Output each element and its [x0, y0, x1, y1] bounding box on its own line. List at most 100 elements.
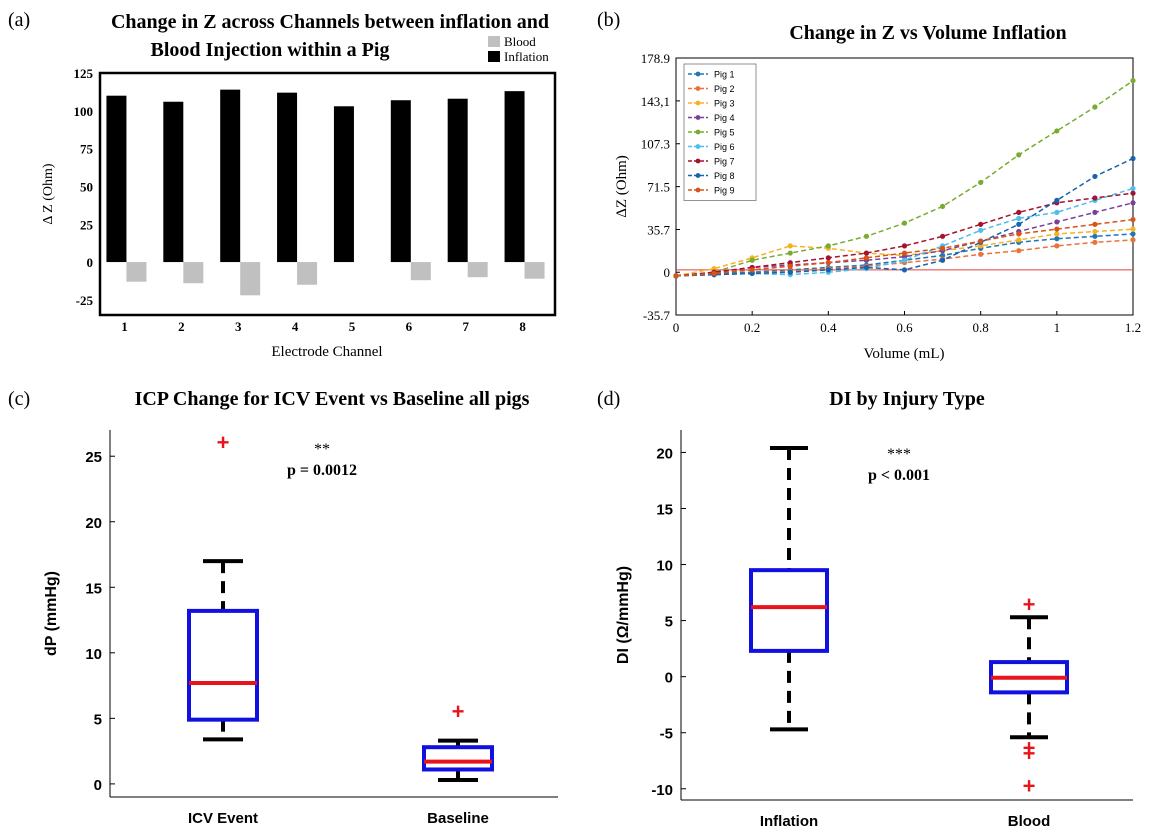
bar-blood — [126, 262, 147, 282]
ytick-label-a: 100 — [74, 104, 94, 119]
data-point — [1092, 233, 1098, 239]
data-point — [749, 267, 755, 273]
ytick-label-b: 143,1 — [641, 94, 670, 109]
ytick-label-c: 0 — [94, 777, 102, 794]
outlier-marker: + — [1023, 592, 1036, 617]
data-point — [1130, 78, 1136, 84]
data-point — [787, 263, 793, 269]
panel-label-d: (d) — [597, 388, 620, 410]
data-point — [711, 266, 717, 272]
ytick-label-d: -5 — [660, 726, 673, 743]
data-point — [1016, 221, 1022, 227]
bar-blood — [240, 262, 261, 296]
data-point — [1092, 209, 1098, 215]
bar-blood — [183, 262, 204, 284]
data-point — [1054, 219, 1060, 225]
legend-label-a-blood: Blood — [504, 34, 536, 49]
data-point — [978, 251, 984, 257]
chart-title-a-line2: Blood Injection within a Pig — [151, 39, 390, 61]
ytick-label-a: 125 — [74, 66, 94, 81]
box-iqr — [749, 568, 829, 653]
data-point — [978, 243, 984, 249]
legend-label-b: Pig 4 — [714, 113, 735, 123]
bar-inflation — [390, 100, 411, 263]
xtick-label-a: 5 — [349, 319, 356, 334]
bar-inflation — [106, 95, 127, 263]
ytick-label-b: 71.5 — [647, 180, 670, 195]
data-point — [1130, 237, 1136, 243]
bar-inflation — [504, 91, 525, 263]
outlier-marker: + — [217, 430, 230, 455]
data-point — [978, 238, 984, 244]
data-point — [901, 243, 908, 249]
data-point — [863, 233, 870, 239]
ytick-label-a: 75 — [80, 142, 94, 157]
legend-label-b: Pig 7 — [714, 157, 735, 167]
legend-label-a-inflation: Inflation — [504, 49, 549, 64]
ytick-label-c: 20 — [85, 515, 102, 532]
bar-inflation — [163, 101, 184, 263]
panel-a: (a) Change in Z across Channels between i… — [8, 9, 557, 360]
ytick-label-d: 20 — [656, 445, 673, 462]
p-value-c: p = 0.0012 — [287, 462, 357, 479]
data-point — [1130, 200, 1136, 206]
chart-title-d: DI by Injury Type — [829, 388, 985, 410]
data-point — [825, 267, 831, 273]
xtick-label-b: 1.2 — [1125, 320, 1141, 335]
xtick-label-a: 3 — [235, 319, 242, 334]
ytick-label-d: -10 — [651, 782, 673, 799]
data-point — [1016, 215, 1022, 221]
data-point — [1054, 226, 1060, 232]
bar-blood — [297, 262, 318, 285]
xlabel-b: Volume (mL) — [864, 346, 945, 362]
data-point — [901, 220, 908, 226]
chart-title-b: Change in Z vs Volume Inflation — [789, 22, 1066, 44]
data-point — [978, 179, 984, 186]
data-point — [939, 233, 946, 239]
xtick-label-a: 7 — [462, 319, 469, 334]
data-point — [863, 255, 870, 261]
data-point — [825, 243, 831, 249]
data-point — [1130, 155, 1136, 162]
legend-marker-b — [695, 86, 701, 91]
data-point — [787, 269, 793, 275]
data-point — [978, 221, 984, 227]
ytick-label-c: 5 — [94, 711, 102, 728]
data-point — [939, 252, 946, 259]
panel-d: (d) DI by Injury Type -10 -5 0 5 10 15 20 DI (Ω/m… — [597, 388, 1133, 829]
ytick-label-d: 0 — [665, 670, 673, 687]
ytick-label-c: 15 — [85, 580, 102, 597]
data-point — [1092, 228, 1098, 235]
data-point — [825, 255, 831, 261]
data-point — [939, 245, 946, 251]
data-point — [1016, 209, 1022, 215]
data-point — [1130, 185, 1136, 192]
data-point — [1054, 243, 1060, 249]
data-point — [787, 260, 793, 266]
ytick-label-a: 0 — [87, 255, 94, 270]
bar-blood — [467, 262, 488, 278]
data-point — [939, 203, 946, 209]
outlier-marker: + — [1023, 774, 1036, 799]
legend-label-b: Pig 2 — [714, 84, 735, 94]
legend-marker-b — [695, 173, 701, 178]
xtick-label-b: 0.8 — [973, 320, 989, 335]
data-point — [1130, 226, 1136, 232]
data-point — [978, 227, 984, 233]
xtick-label-a: 6 — [406, 319, 413, 334]
panel-b: (b) Change in Z vs Volume Inflation Pig 1 P… — [597, 9, 1141, 362]
ytick-label-a: 25 — [80, 217, 94, 232]
data-point — [711, 270, 717, 277]
ytick-label-b: 107.3 — [641, 137, 670, 152]
legend-label-b: Pig 5 — [714, 128, 735, 138]
legend-swatch-a-inflation — [488, 51, 500, 62]
bar-inflation — [333, 106, 354, 263]
ytick-label-d: 5 — [665, 614, 673, 631]
bar-inflation — [447, 98, 468, 263]
data-point — [863, 264, 870, 271]
data-point — [1016, 237, 1022, 243]
xtick-label-d: Blood — [1008, 813, 1051, 829]
ylabel-a: Δ Z (Ohm) — [41, 163, 56, 224]
data-point — [673, 273, 679, 279]
data-point — [901, 254, 908, 260]
